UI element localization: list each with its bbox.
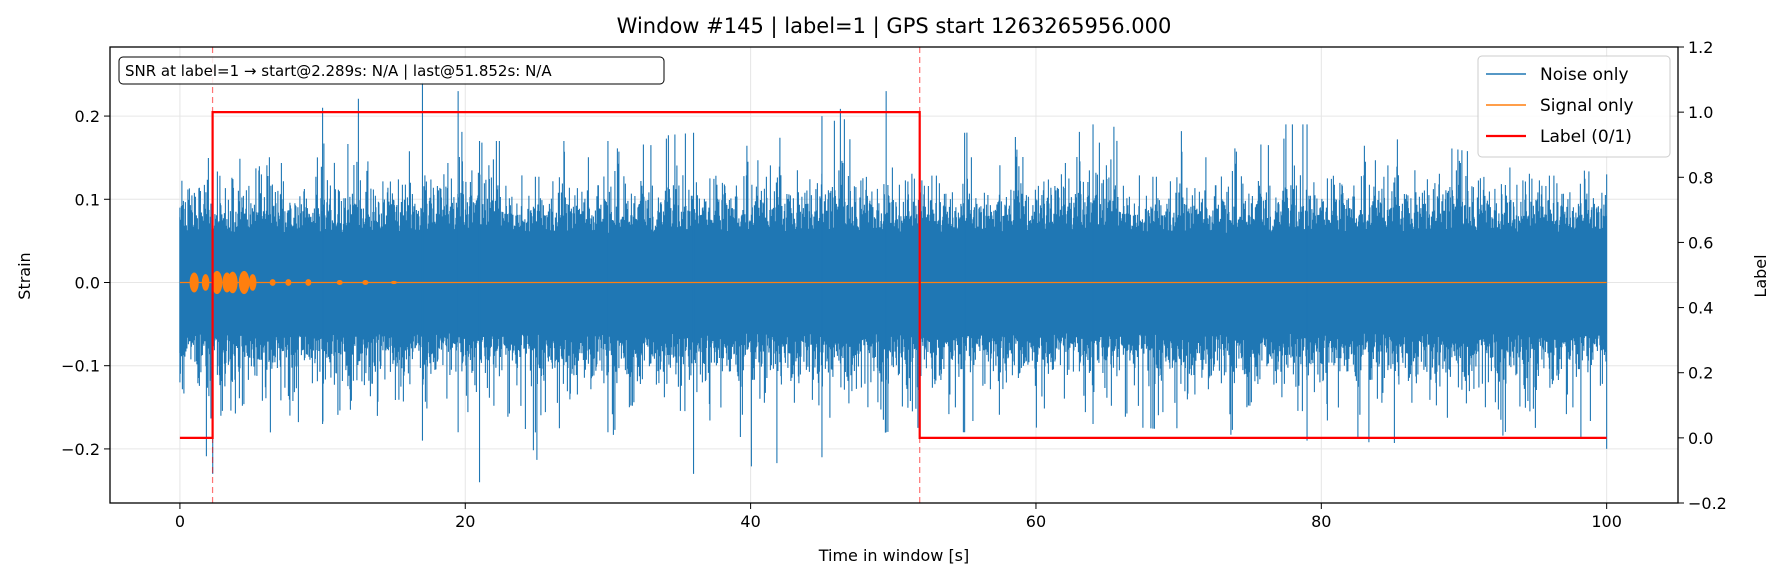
x-tick-label-1: 20 — [455, 512, 475, 531]
label-series-line — [179, 110, 1607, 439]
x-axis-title: Time in window [s] — [818, 546, 970, 565]
x-tick-label-4: 80 — [1311, 512, 1331, 531]
y2-tick-label-2: 0.2 — [1688, 364, 1713, 383]
y-tick-label-2: 0.0 — [75, 273, 100, 292]
y-tick-label-0: −0.2 — [61, 440, 100, 459]
signal-burst-0 — [189, 272, 199, 293]
legend: Noise only Signal only Label (0/1) — [1477, 55, 1671, 158]
x-axis-ticks: 0 20 40 60 80 100 — [175, 503, 1622, 531]
signal-burst-7 — [269, 279, 276, 286]
noise-series — [179, 82, 1608, 483]
y2-tick-label-6: 1.0 — [1688, 103, 1713, 122]
signal-burst-8 — [285, 279, 292, 286]
x-tick-label-3: 60 — [1026, 512, 1046, 531]
signal-burst-11 — [362, 279, 369, 285]
signal-burst-4 — [227, 271, 238, 294]
y2-tick-label-0: −0.2 — [1688, 494, 1727, 513]
annotation-box: SNR at label=1 → start@2.289s: N/A | las… — [118, 56, 665, 85]
signal-burst-2 — [211, 270, 223, 295]
y2-tick-label-7: 1.2 — [1688, 38, 1713, 57]
annotation-text: SNR at label=1 → start@2.289s: N/A | las… — [125, 62, 552, 80]
y2-axis-ticks: −0.2 0.0 0.2 0.4 0.6 0.8 1.0 1.2 — [1678, 38, 1727, 513]
y2-tick-label-4: 0.6 — [1688, 233, 1713, 252]
legend-label-noise: Noise only — [1540, 65, 1629, 85]
y-tick-label-3: 0.1 — [75, 190, 100, 209]
y2-tick-label-1: 0.0 — [1688, 429, 1713, 448]
signal-burst-9 — [305, 279, 312, 286]
y2-tick-label-5: 0.8 — [1688, 168, 1713, 187]
y2-axis-title: Label — [1751, 254, 1770, 297]
y-axis-ticks: −0.2 −0.1 0.0 0.1 0.2 — [61, 107, 110, 459]
y-tick-label-1: −0.1 — [61, 357, 100, 376]
legend-label-label: Label (0/1) — [1540, 127, 1632, 147]
label-series — [179, 110, 1607, 439]
x-tick-label-5: 100 — [1591, 512, 1622, 531]
legend-label-signal: Signal only — [1540, 96, 1634, 116]
x-tick-label-2: 40 — [740, 512, 760, 531]
plot-frame — [109, 46, 1679, 504]
signal-burst-12 — [390, 280, 397, 285]
signal-burst-10 — [336, 279, 343, 285]
signal-burst-5 — [238, 270, 250, 295]
chart-title: Window #145 | label=1 | GPS start 126326… — [617, 14, 1172, 39]
signal-series — [179, 270, 1607, 295]
y-tick-label-4: 0.2 — [75, 107, 100, 126]
signal-burst-1 — [201, 274, 210, 291]
signal-burst-6 — [248, 274, 257, 291]
x-tick-label-0: 0 — [175, 512, 185, 531]
y2-tick-label-3: 0.4 — [1688, 299, 1713, 318]
y-axis-title: Strain — [15, 252, 34, 299]
